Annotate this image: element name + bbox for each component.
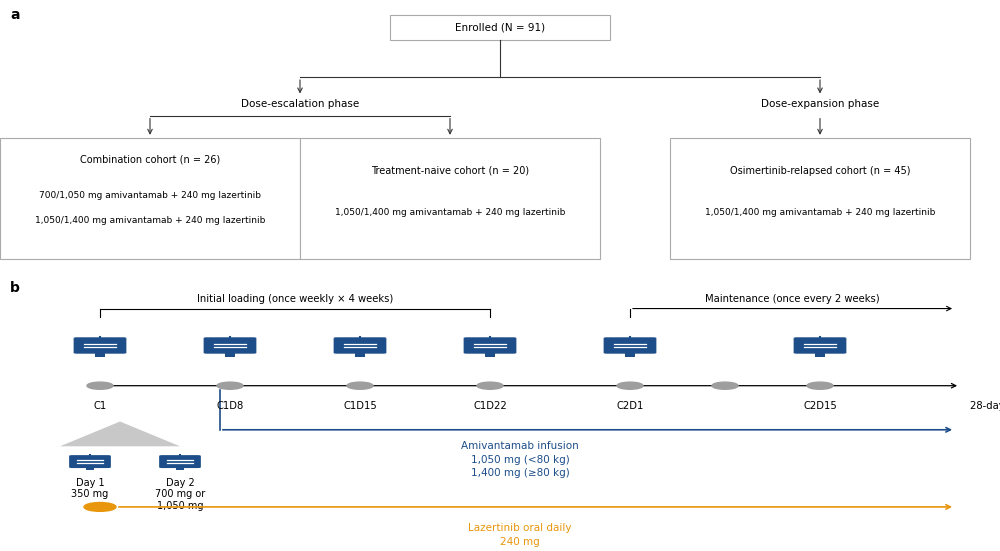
Circle shape xyxy=(347,382,373,390)
Text: a: a xyxy=(10,8,20,22)
FancyBboxPatch shape xyxy=(464,337,516,354)
FancyBboxPatch shape xyxy=(625,353,635,357)
FancyBboxPatch shape xyxy=(390,15,610,40)
Polygon shape xyxy=(60,422,180,446)
Text: 1,050 mg (<80 kg): 1,050 mg (<80 kg) xyxy=(471,455,569,464)
Text: 1,050/1,400 mg amivantamab + 240 mg lazertinib: 1,050/1,400 mg amivantamab + 240 mg laze… xyxy=(35,216,265,225)
FancyBboxPatch shape xyxy=(159,455,201,468)
Circle shape xyxy=(87,382,113,390)
Text: Day 2: Day 2 xyxy=(166,478,194,488)
FancyBboxPatch shape xyxy=(225,353,235,357)
Text: C1: C1 xyxy=(93,401,107,411)
FancyBboxPatch shape xyxy=(670,138,970,259)
Text: Maintenance (once every 2 weeks): Maintenance (once every 2 weeks) xyxy=(705,294,880,304)
Circle shape xyxy=(617,382,643,390)
FancyBboxPatch shape xyxy=(95,353,105,357)
FancyBboxPatch shape xyxy=(815,353,825,357)
Text: C2D15: C2D15 xyxy=(803,401,837,411)
FancyBboxPatch shape xyxy=(604,337,656,354)
FancyBboxPatch shape xyxy=(86,467,94,471)
Text: 1,050/1,400 mg amivantamab + 240 mg lazertinib: 1,050/1,400 mg amivantamab + 240 mg laze… xyxy=(335,208,565,217)
FancyBboxPatch shape xyxy=(794,337,846,354)
Text: Day 1: Day 1 xyxy=(76,478,104,488)
Text: 700/1,050 mg amivantamab + 240 mg lazertinib: 700/1,050 mg amivantamab + 240 mg lazert… xyxy=(39,191,261,200)
Circle shape xyxy=(807,382,833,390)
Text: Osimertinib-relapsed cohort (n = 45): Osimertinib-relapsed cohort (n = 45) xyxy=(730,166,910,176)
FancyBboxPatch shape xyxy=(204,337,256,354)
Text: C1D8: C1D8 xyxy=(216,401,244,411)
Circle shape xyxy=(217,382,243,390)
Circle shape xyxy=(712,382,738,390)
Text: 350 mg: 350 mg xyxy=(71,489,109,499)
Text: 1,050/1,400 mg amivantamab + 240 mg lazertinib: 1,050/1,400 mg amivantamab + 240 mg laze… xyxy=(705,208,935,217)
Text: Enrolled (N = 91): Enrolled (N = 91) xyxy=(455,23,545,33)
Text: C1D22: C1D22 xyxy=(473,401,507,411)
Text: Initial loading (once weekly × 4 weeks): Initial loading (once weekly × 4 weeks) xyxy=(197,294,393,304)
Text: Lazertinib oral daily: Lazertinib oral daily xyxy=(468,523,572,533)
FancyBboxPatch shape xyxy=(0,138,300,259)
Text: C1D15: C1D15 xyxy=(343,401,377,411)
FancyBboxPatch shape xyxy=(69,455,111,468)
FancyBboxPatch shape xyxy=(485,353,495,357)
FancyBboxPatch shape xyxy=(334,337,386,354)
FancyBboxPatch shape xyxy=(74,337,126,354)
Circle shape xyxy=(84,503,116,511)
Text: 700 mg or
1,050 mg: 700 mg or 1,050 mg xyxy=(155,489,205,511)
FancyBboxPatch shape xyxy=(176,467,184,471)
Text: C2D1: C2D1 xyxy=(616,401,644,411)
Text: Amivantamab infusion: Amivantamab infusion xyxy=(461,441,579,451)
Text: 28-day cycles: 28-day cycles xyxy=(970,401,1000,411)
Circle shape xyxy=(477,382,503,390)
Text: 240 mg: 240 mg xyxy=(500,537,540,547)
Text: Dose-expansion phase: Dose-expansion phase xyxy=(761,99,879,109)
Text: 1,400 mg (≥80 kg): 1,400 mg (≥80 kg) xyxy=(471,468,569,478)
Text: Treatment-naive cohort (n = 20): Treatment-naive cohort (n = 20) xyxy=(371,166,529,176)
Text: b: b xyxy=(10,281,20,295)
Text: Combination cohort (n = 26): Combination cohort (n = 26) xyxy=(80,155,220,165)
FancyBboxPatch shape xyxy=(355,353,365,357)
FancyBboxPatch shape xyxy=(300,138,600,259)
Text: Dose-escalation phase: Dose-escalation phase xyxy=(241,99,359,109)
